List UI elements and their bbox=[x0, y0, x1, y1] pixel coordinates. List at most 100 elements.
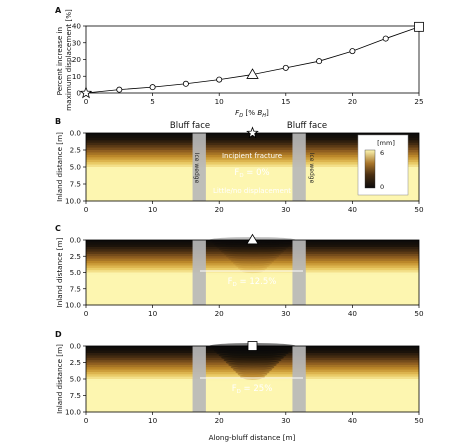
panel-d-fd-subscript: D bbox=[237, 389, 241, 395]
ytick-label: 5.0 bbox=[70, 268, 82, 277]
displacement-band bbox=[86, 186, 419, 190]
displacement-band bbox=[86, 188, 419, 192]
panel-a-xtick-label: 15 bbox=[281, 97, 290, 106]
ytick-label: 7.5 bbox=[70, 391, 81, 400]
displacement-band bbox=[86, 260, 419, 264]
ytick-label: 0.0 bbox=[70, 236, 82, 245]
colorbar-max-label: 6 bbox=[380, 149, 384, 157]
panel-a-xtick-label: 25 bbox=[414, 97, 423, 106]
displacement-band bbox=[86, 383, 419, 387]
ytick-label: 5.0 bbox=[70, 163, 82, 172]
displacement-band bbox=[86, 154, 419, 158]
panel-b-fd-symbol: F bbox=[234, 168, 239, 178]
panel-a-ylabel-line2: maximum displacement [%] bbox=[64, 9, 73, 111]
displacement-bulge bbox=[235, 262, 270, 269]
panel-a-data-point bbox=[282, 64, 289, 71]
panel-b-fd-label: FD = 0% bbox=[234, 168, 269, 179]
displacement-band bbox=[86, 169, 419, 173]
panel-a-data-point bbox=[316, 58, 323, 65]
displacement-band bbox=[86, 164, 419, 168]
panel-b-star-marker bbox=[246, 126, 259, 139]
displacement-band bbox=[86, 274, 419, 278]
displacement-band bbox=[86, 265, 419, 269]
panel-d-fd-symbol: F bbox=[232, 384, 237, 394]
xtick-label: 30 bbox=[281, 205, 291, 214]
displacement-band bbox=[86, 404, 419, 408]
displacement-band bbox=[86, 386, 419, 389]
panel-b-label: B bbox=[55, 117, 61, 126]
displacement-band bbox=[86, 281, 419, 285]
colorbar: [mm] 6 0 bbox=[357, 134, 409, 196]
displacement-band bbox=[86, 179, 419, 182]
panel-d-square-marker bbox=[247, 341, 258, 351]
displacement-bulge bbox=[230, 257, 275, 264]
displacement-bulge bbox=[216, 244, 289, 250]
panel-a-xtick-label: 20 bbox=[348, 97, 358, 106]
displacement-band bbox=[86, 395, 419, 399]
ice-wedge bbox=[292, 133, 306, 201]
incipient-fracture-label: Incipient fracture bbox=[222, 152, 282, 160]
panel-c-triangle-marker bbox=[246, 233, 259, 245]
displacement-bulge bbox=[223, 251, 282, 257]
panel-a-points bbox=[116, 35, 389, 93]
displacement-bulge bbox=[218, 246, 287, 253]
displacement-band bbox=[86, 300, 419, 304]
panel-c-fd-symbol: F bbox=[228, 277, 233, 287]
panel-a-label: A bbox=[55, 6, 62, 15]
xtick-label: 50 bbox=[414, 416, 424, 425]
ice-wedge bbox=[192, 346, 206, 412]
displacement-band bbox=[86, 277, 419, 280]
xtick-label: 0 bbox=[84, 309, 89, 318]
colorbar-gradient bbox=[364, 149, 376, 189]
ytick-label: 5.0 bbox=[70, 375, 82, 384]
bluff-face-right-label: Bluff face bbox=[287, 121, 327, 131]
displacement-band bbox=[86, 176, 419, 180]
panel-a-ylabel: Percent increase in maximum displacement… bbox=[55, 9, 73, 111]
ytick-label: 0.0 bbox=[70, 342, 82, 351]
displacement-band bbox=[86, 286, 419, 290]
panel-a-y-ticks: 0 10 20 30 40 bbox=[72, 22, 86, 98]
displacement-band bbox=[86, 142, 419, 146]
displacement-band bbox=[86, 263, 419, 266]
displacement-band bbox=[86, 293, 419, 297]
displacement-band bbox=[86, 171, 419, 175]
displacement-band bbox=[86, 196, 419, 199]
displacement-band bbox=[86, 157, 419, 161]
panel-a-ylabel-line1: Percent increase in bbox=[55, 27, 64, 95]
bluff-face-left-label: Bluff face bbox=[170, 121, 210, 131]
displacement-band bbox=[86, 137, 419, 141]
ytick-label: 10.0 bbox=[65, 408, 81, 417]
panel-a-markers bbox=[79, 21, 424, 99]
ice-wedge bbox=[192, 240, 206, 305]
panel-b-annotations: Bluff face Bluff face Incipient fracture… bbox=[170, 121, 327, 195]
ytick-label: 7.5 bbox=[70, 284, 81, 293]
panel-a-ytick-label: 10 bbox=[72, 72, 82, 81]
displacement-band bbox=[86, 381, 419, 385]
panel-a-triangle-marker bbox=[246, 68, 259, 79]
displacement-band bbox=[86, 279, 419, 283]
displacement-bulge bbox=[228, 255, 277, 262]
displacement-band bbox=[86, 256, 419, 259]
displacement-band bbox=[86, 159, 419, 163]
ice-wedge-left-label: Ice wedge bbox=[193, 153, 200, 184]
little-displacement-label: Little/no displacement bbox=[213, 187, 291, 195]
displacement-band bbox=[86, 150, 419, 153]
panel-a-data-point bbox=[149, 84, 156, 91]
displacement-band bbox=[86, 174, 419, 178]
displacement-band bbox=[86, 397, 419, 401]
displacement-band bbox=[86, 291, 419, 294]
displacement-band bbox=[86, 145, 419, 148]
panel-d-label: D bbox=[55, 330, 62, 339]
displacement-band bbox=[86, 251, 419, 255]
displacement-band bbox=[86, 193, 419, 197]
panel-c-label: C bbox=[55, 224, 61, 233]
panel-a-ytick-label: 40 bbox=[72, 22, 82, 31]
displacement-band bbox=[86, 244, 419, 248]
displacement-band bbox=[86, 253, 419, 257]
xtick-label: 50 bbox=[414, 205, 424, 214]
panel-a-ytick-label: 20 bbox=[72, 55, 82, 64]
ytick-label: 7.5 bbox=[70, 180, 81, 189]
displacement-bulge bbox=[221, 248, 284, 255]
xtick-label: 10 bbox=[148, 416, 158, 425]
